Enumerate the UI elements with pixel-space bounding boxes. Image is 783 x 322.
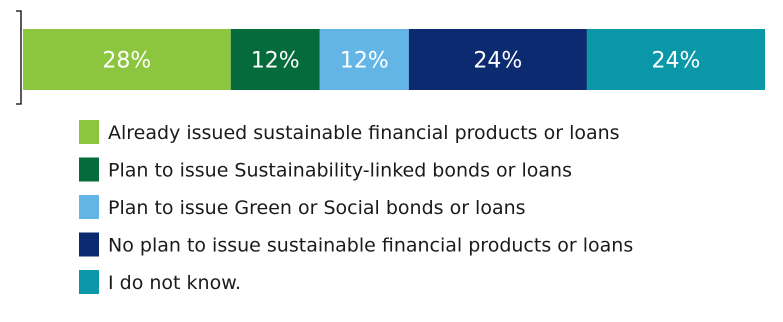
legend-swatch-3 [79, 195, 99, 219]
legend-swatch-1 [79, 120, 99, 144]
legend-label-4: No plan to issue sustainable financial p… [108, 235, 633, 257]
category-axis-bracket [16, 10, 22, 105]
data-label-1: 28% [102, 49, 151, 74]
legend-label-2: Plan to issue Sustainability-linked bond… [108, 160, 572, 182]
bar-segment-2 [230, 29, 320, 90]
data-label-4: 24% [473, 49, 522, 74]
bar-segment-4 [408, 29, 587, 90]
legend-swatch-2 [79, 157, 99, 182]
legend: Already issued sustainable financial pro… [79, 120, 633, 294]
legend-label-5: I do not know. [108, 272, 241, 294]
data-label-5: 24% [652, 49, 701, 74]
bar-segment-1 [23, 29, 231, 90]
legend-label-1: Already issued sustainable financial pro… [108, 122, 620, 144]
bar-segment-5 [586, 29, 765, 90]
data-label-3: 12% [340, 49, 389, 74]
legend-label-3: Plan to issue Green or Social bonds or l… [108, 197, 526, 219]
bar-segment-3 [319, 29, 409, 90]
legend-swatch-5 [79, 270, 99, 294]
legend-swatch-4 [79, 232, 99, 257]
bar-group: 28% 12% 12% 24% 24% [23, 29, 765, 90]
data-label-2: 12% [251, 49, 300, 74]
